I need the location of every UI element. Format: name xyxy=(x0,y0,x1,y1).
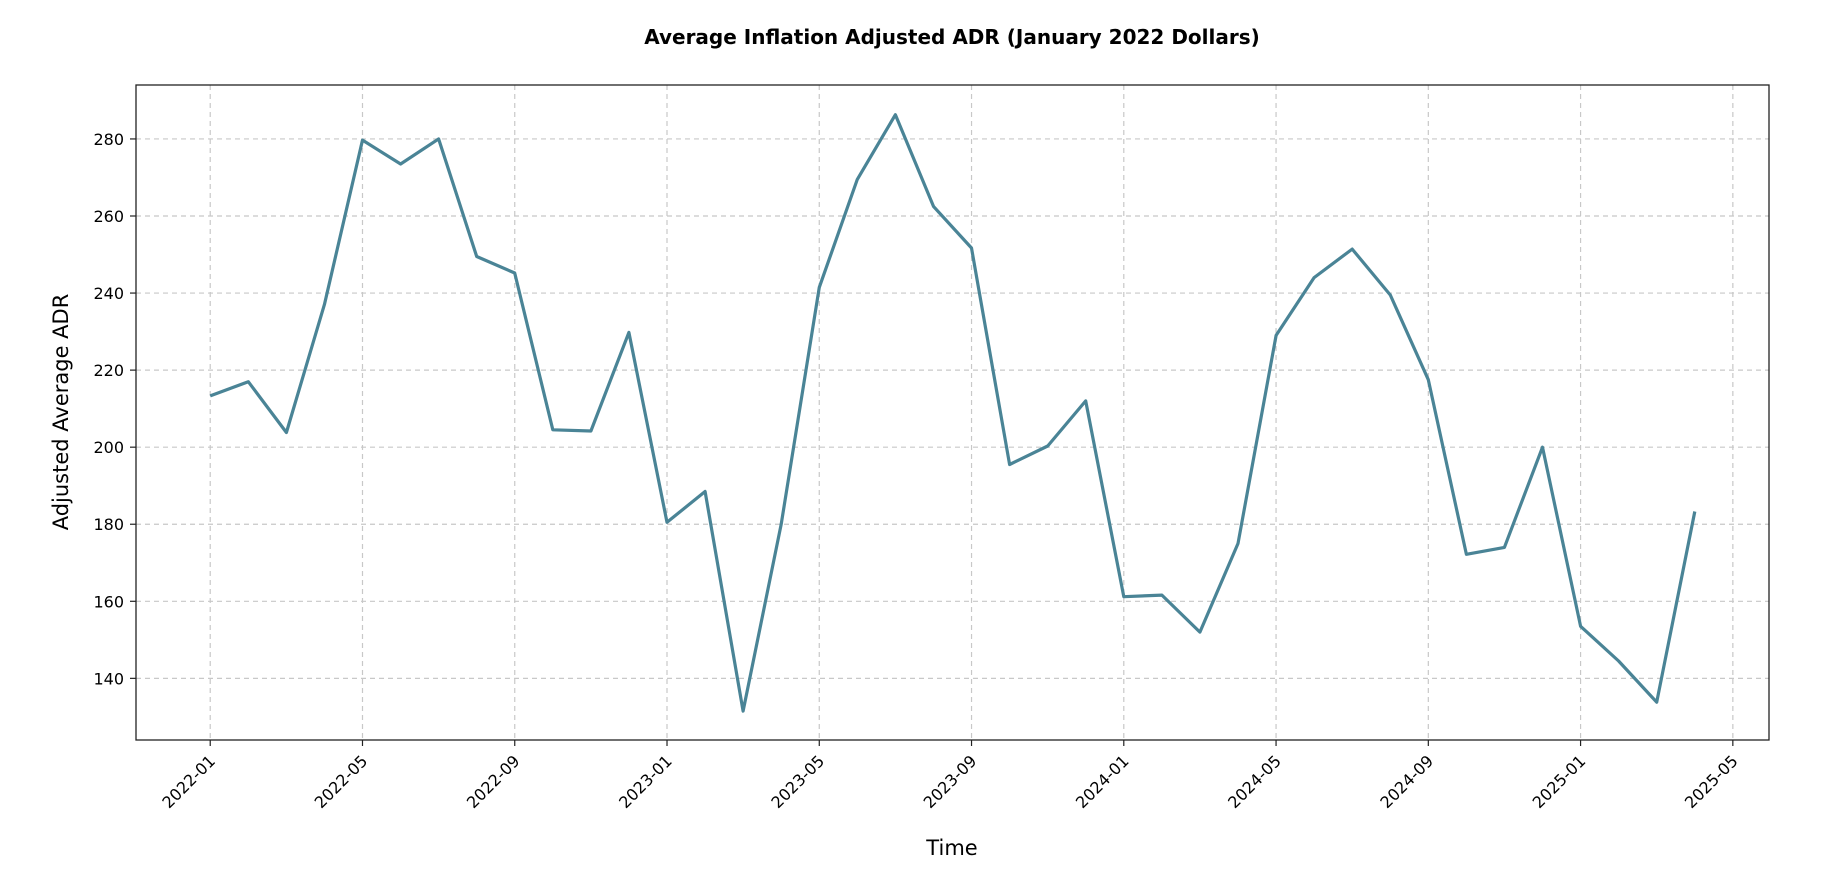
x-tick-label: 2024-01 xyxy=(1072,751,1133,812)
y-tick-label: 260 xyxy=(93,207,124,226)
grid xyxy=(136,85,1769,740)
series-line xyxy=(210,115,1695,711)
y-tick-label: 280 xyxy=(93,130,124,149)
x-tick-label: 2023-09 xyxy=(920,751,981,812)
y-tick-label: 240 xyxy=(93,284,124,303)
x-tick-label: 2022-01 xyxy=(158,751,219,812)
x-axis-label: Time xyxy=(925,836,977,860)
y-tick-label: 180 xyxy=(93,515,124,534)
x-tick-label: 2024-05 xyxy=(1224,751,1285,812)
chart-title: Average Inflation Adjusted ADR (January … xyxy=(644,25,1260,49)
y-tick-label: 200 xyxy=(93,438,124,457)
x-tick-label: 2024-09 xyxy=(1376,751,1437,812)
y-tick-label: 220 xyxy=(93,361,124,380)
y-tick-label: 160 xyxy=(93,592,124,611)
y-tick-label: 140 xyxy=(93,669,124,688)
y-axis-label: Adjusted Average ADR xyxy=(49,294,73,531)
x-tick-label: 2025-05 xyxy=(1681,751,1742,812)
x-tick-label: 2025-01 xyxy=(1529,751,1590,812)
x-tick-label: 2022-09 xyxy=(463,751,524,812)
x-tick-label: 2023-05 xyxy=(767,751,828,812)
x-tick-label: 2022-05 xyxy=(311,751,372,812)
plot-frame xyxy=(136,85,1769,740)
x-tick-label: 2023-01 xyxy=(615,751,676,812)
